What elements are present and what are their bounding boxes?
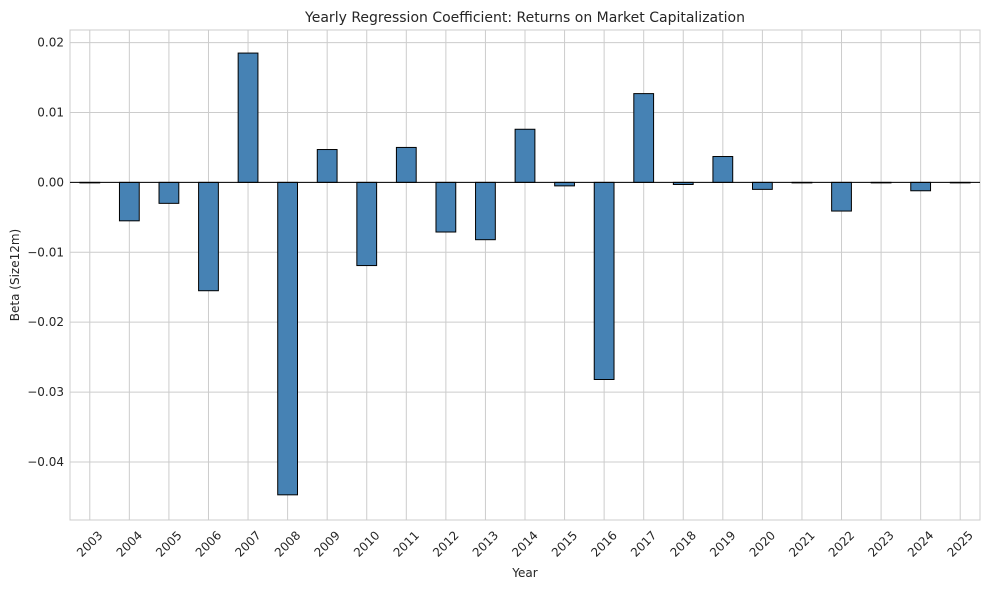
y-tick-label: −0.04 [27,455,64,469]
bar-2015 [554,181,575,187]
chart-title: Yearly Regression Coefficient: Returns o… [304,10,745,26]
y-tick-label: 0.00 [37,175,64,189]
bar-2016 [593,181,615,381]
bar-2011 [395,146,417,183]
y-tick-label: −0.03 [27,385,64,399]
x-tick-label: 2015 [549,528,580,559]
bar-2008 [277,181,298,496]
x-tick-label: 2014 [509,528,540,559]
bar-2017 [633,93,655,183]
x-tick-label: 2010 [351,528,382,559]
x-tick-label: 2021 [786,528,817,559]
x-tick-label: 2025 [944,528,975,559]
x-tick-label: 2003 [74,528,105,559]
x-tick-label: 2005 [153,528,184,559]
bar-2009 [316,149,338,183]
x-axis-label: Year [511,566,537,580]
bar-2012 [435,181,457,233]
x-axis-ticks: 2003 2004 2005 2006 2007 2008 2009 2010 2011 2012… [74,528,976,559]
bar-2007 [237,52,259,183]
bar-2010 [356,181,378,267]
x-tick-label: 2022 [826,528,857,559]
x-tick-label: 2019 [707,528,738,559]
x-tick-label: 2007 [232,528,263,559]
x-tick-label: 2009 [311,528,342,559]
x-tick-label: 2006 [193,528,224,559]
y-axis-label: Beta (Size12m) [8,229,22,321]
x-tick-label: 2008 [272,528,303,559]
bar-2014 [514,128,536,183]
y-tick-label: 0.02 [37,36,64,50]
x-tick-label: 2024 [905,528,936,559]
y-tick-label: 0.01 [37,105,64,119]
bar-2006 [198,181,219,292]
x-tick-label: 2016 [588,528,619,559]
bar-2020 [752,181,773,190]
bar-2004 [118,181,140,222]
bar-2022 [831,181,852,212]
x-tick-label: 2011 [391,528,422,559]
y-axis-ticks: −0.04 −0.03 −0.02 −0.01 0.00 0.01 0.02 [27,36,64,469]
x-tick-label: 2012 [430,528,461,559]
y-tick-label: −0.01 [27,245,64,259]
x-tick-label: 2023 [865,528,896,559]
y-tick-label: −0.02 [27,315,64,329]
grid [70,30,980,520]
x-tick-label: 2017 [628,528,659,559]
x-tick-label: 2013 [470,528,501,559]
x-tick-label: 2020 [747,528,778,559]
bar-2013 [475,181,496,241]
x-tick-label: 2018 [668,528,699,559]
bar-2005 [158,181,180,204]
bar-2024 [910,181,932,192]
bar-2019 [712,156,734,183]
x-tick-label: 2004 [114,528,145,559]
